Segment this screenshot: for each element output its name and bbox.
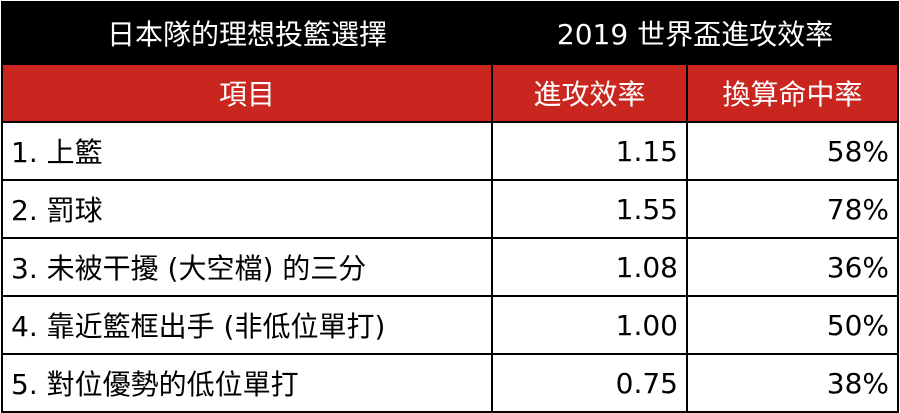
row-conversion: 36% [685,237,900,297]
column-header-efficiency: 進攻效率 [491,63,688,123]
table-row: 1. 上籃 1.15 58% [1,121,900,181]
row-conversion: 78% [685,179,900,239]
table-row: 5. 對位優勢的低位單打 0.75 38% [1,353,900,413]
table-title-right: 2019 世界盃進攻效率 [490,1,900,65]
row-item: 3. 未被干擾 (大空檔) 的三分 [1,237,493,297]
table-header-row: 項目 進攻效率 換算命中率 [1,63,900,123]
table-row: 4. 靠近籃框出手 (非低位單打) 1.00 50% [1,295,900,355]
column-header-conversion: 換算命中率 [685,63,900,123]
row-item: 5. 對位優勢的低位單打 [1,353,493,413]
row-conversion: 58% [685,121,900,181]
row-efficiency: 1.00 [491,295,688,355]
row-efficiency: 0.75 [491,353,688,413]
table-row: 2. 罰球 1.55 78% [1,179,900,239]
column-header-item: 項目 [1,63,493,123]
row-item: 2. 罰球 [1,179,493,239]
row-efficiency: 1.15 [491,121,688,181]
table-row: 3. 未被干擾 (大空檔) 的三分 1.08 36% [1,237,900,297]
row-efficiency: 1.55 [491,179,688,239]
row-efficiency: 1.08 [491,237,688,297]
row-item: 4. 靠近籃框出手 (非低位單打) [1,295,493,355]
row-conversion: 50% [685,295,900,355]
row-item: 1. 上籃 [1,121,493,181]
table-title-row: 日本隊的理想投籃選擇 2019 世界盃進攻效率 [1,1,900,65]
row-conversion: 38% [685,353,900,413]
table-title-left: 日本隊的理想投籃選擇 [1,1,493,65]
